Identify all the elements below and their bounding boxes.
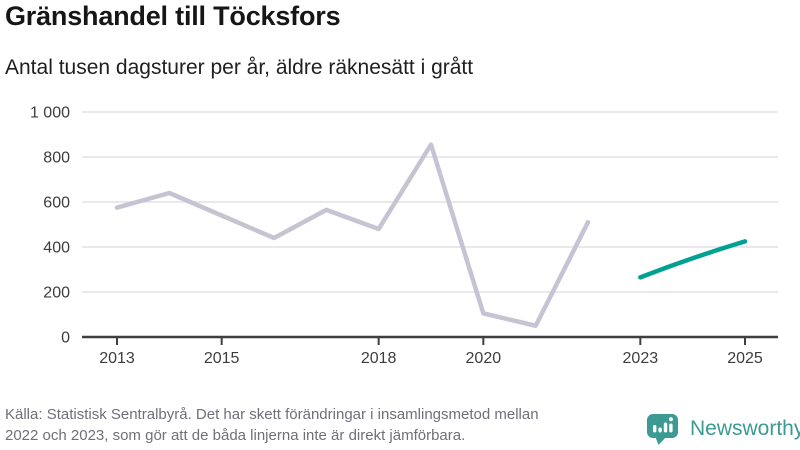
x-axis-tick-label: 2015 xyxy=(204,350,240,367)
y-axis-tick-label: 800 xyxy=(43,150,70,167)
source-note-line1: Källa: Statistisk Sentralbyrå. Det har s… xyxy=(5,406,539,423)
x-axis-tick-label: 2025 xyxy=(727,350,763,367)
y-axis-tick-label: 1 000 xyxy=(30,105,70,122)
bar-glyph-2 xyxy=(658,427,662,433)
exclamation-bar xyxy=(669,423,673,433)
series-line-1 xyxy=(638,239,748,280)
y-axis-tick-label: 200 xyxy=(43,285,70,302)
y-axis-tick-label: 0 xyxy=(61,330,70,347)
speech-bubble-shape xyxy=(647,414,678,438)
bar-glyph-3 xyxy=(663,422,668,433)
source-note: Källa: Statistisk Sentralbyrå. Det har s… xyxy=(5,404,539,446)
newsworthy-icon xyxy=(647,414,678,445)
newsworthy-wordmark: Newsworthy xyxy=(690,417,800,440)
x-axis-tick-label: 2023 xyxy=(623,350,659,367)
series-line-0 xyxy=(114,142,591,328)
bar-glyph-1 xyxy=(653,425,657,433)
x-axis-tick-label: 2018 xyxy=(361,350,397,367)
chart-subtitle: Antal tusen dagsturer per år, äldre räkn… xyxy=(5,56,474,79)
chart-title: Gränshandel till Töcksfors xyxy=(5,1,341,31)
exclamation-dot xyxy=(668,417,673,422)
newsworthy-logo: Newsworthy xyxy=(646,412,800,446)
x-axis-tick-label: 2013 xyxy=(99,350,135,367)
speech-bubble-tail xyxy=(655,436,667,445)
source-note-line2: 2022 och 2023, som gör att de båda linje… xyxy=(5,427,466,444)
y-axis-tick-label: 600 xyxy=(43,195,70,212)
y-axis-tick-label: 400 xyxy=(43,240,70,257)
x-axis-tick-label: 2020 xyxy=(466,350,502,367)
